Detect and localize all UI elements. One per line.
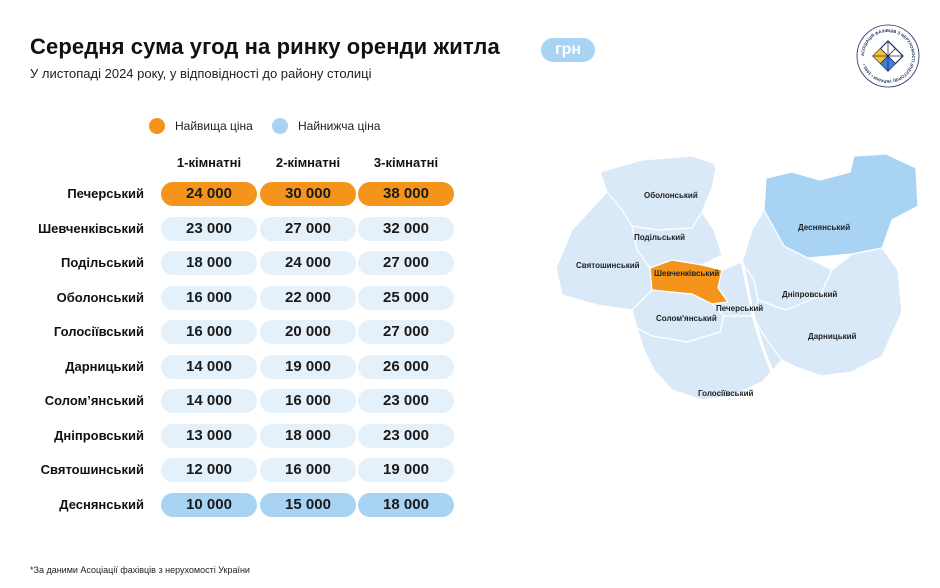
association-logo: АСОЦІАЦІЯ ФАХІВЦІВ З НЕРУХОМОСТІ (РІЕЛТО… [856, 24, 920, 88]
legend-highest: Найвища ціна [149, 118, 253, 134]
map-label-obolonskyi: Оболонський [644, 191, 698, 200]
price-cell: 16 000 [161, 320, 257, 344]
legend-lowest-label: Найнижча ціна [298, 119, 381, 133]
price-cell: 26 000 [358, 354, 454, 379]
price-cell: 18 000 [260, 423, 356, 448]
row-label-district: Голосіївський [53, 324, 144, 339]
price-cell: 24 000 [260, 251, 356, 275]
map-label-holosiivskyi: Голосіївський [698, 389, 754, 398]
price-cell: 18 000 [161, 251, 257, 275]
page-title: Середня сума угод на ринку оренди житла [30, 34, 500, 59]
page-subtitle: У листопаді 2024 року, у відповідності д… [30, 66, 372, 81]
price-cell: 14 000 [161, 389, 257, 413]
map-label-shevchenkivskyi: Шевченківський [654, 269, 719, 278]
price-cell: 10 000 [161, 492, 257, 517]
blue-dot-icon [272, 118, 288, 134]
price-cell: 18 000 [358, 492, 454, 517]
price-cell: 15 000 [260, 492, 356, 517]
price-cell: 27 000 [358, 320, 454, 344]
row-label-district: Подільський [61, 255, 144, 270]
price-cell: 13 000 [161, 423, 257, 448]
price-cell: 19 000 [260, 354, 356, 379]
column-header-1-room: 1-кімнатні [176, 155, 242, 170]
map-label-darnytskyi: Дарницький [808, 332, 857, 341]
column-header-2-room: 2-кімнатні [275, 155, 341, 170]
price-cell: 27 000 [260, 216, 356, 241]
legend-lowest: Найнижча ціна [272, 118, 380, 134]
price-cell: 16 000 [260, 389, 356, 413]
price-cell: 27 000 [358, 251, 454, 275]
price-cell: 32 000 [358, 216, 454, 241]
legend-highest-label: Найвища ціна [175, 119, 253, 133]
row-label-district: Шевченківський [38, 220, 144, 236]
row-label-district: Оболонський [56, 289, 144, 305]
price-cell: 16 000 [260, 458, 356, 482]
price-cell: 22 000 [260, 285, 356, 310]
price-cell: 30 000 [260, 182, 356, 206]
dnipro-river [712, 158, 780, 388]
row-label-district: Дніпровський [54, 427, 144, 443]
row-label-district: Дарницький [65, 358, 144, 374]
map-label-podilskyi: Подільський [634, 233, 685, 242]
row-label-district: Деснянський [59, 496, 144, 512]
map-region-darnytskyi [751, 247, 903, 377]
price-cell: 23 000 [358, 423, 454, 448]
kyiv-district-map: Оболонський Подільський Деснянський Свят… [555, 153, 919, 400]
column-header-3-room: 3-кімнатні [373, 155, 439, 170]
price-cell: 23 000 [161, 216, 257, 241]
orange-dot-icon [149, 118, 165, 134]
map-region-desnianskyi [763, 153, 919, 259]
map-label-desnianskyi: Деснянський [798, 223, 850, 232]
source-footnote: *За даними Асоціації фахівців з нерухомо… [30, 565, 250, 575]
price-cell: 12 000 [161, 458, 257, 482]
map-label-sviatoshynskyi: Святошинський [576, 261, 640, 270]
price-cell: 14 000 [161, 354, 257, 379]
price-cell: 19 000 [358, 458, 454, 482]
price-cell: 38 000 [358, 182, 454, 206]
map-label-pecherskyi: Печерський [716, 304, 763, 313]
row-label-district: Солом’янський [44, 393, 144, 408]
unit-badge: грн [541, 38, 595, 62]
price-cell: 16 000 [161, 285, 257, 310]
price-cell: 23 000 [358, 389, 454, 413]
row-label-district: Святошинський [40, 462, 144, 477]
price-cell: 20 000 [260, 320, 356, 344]
map-label-dniprovskyi: Дніпровський [782, 290, 837, 299]
price-cell: 25 000 [358, 285, 454, 310]
price-cell: 24 000 [161, 182, 257, 206]
row-label-district: Печерський [67, 186, 144, 201]
map-label-solomianskyi: Солом'янський [656, 314, 717, 323]
